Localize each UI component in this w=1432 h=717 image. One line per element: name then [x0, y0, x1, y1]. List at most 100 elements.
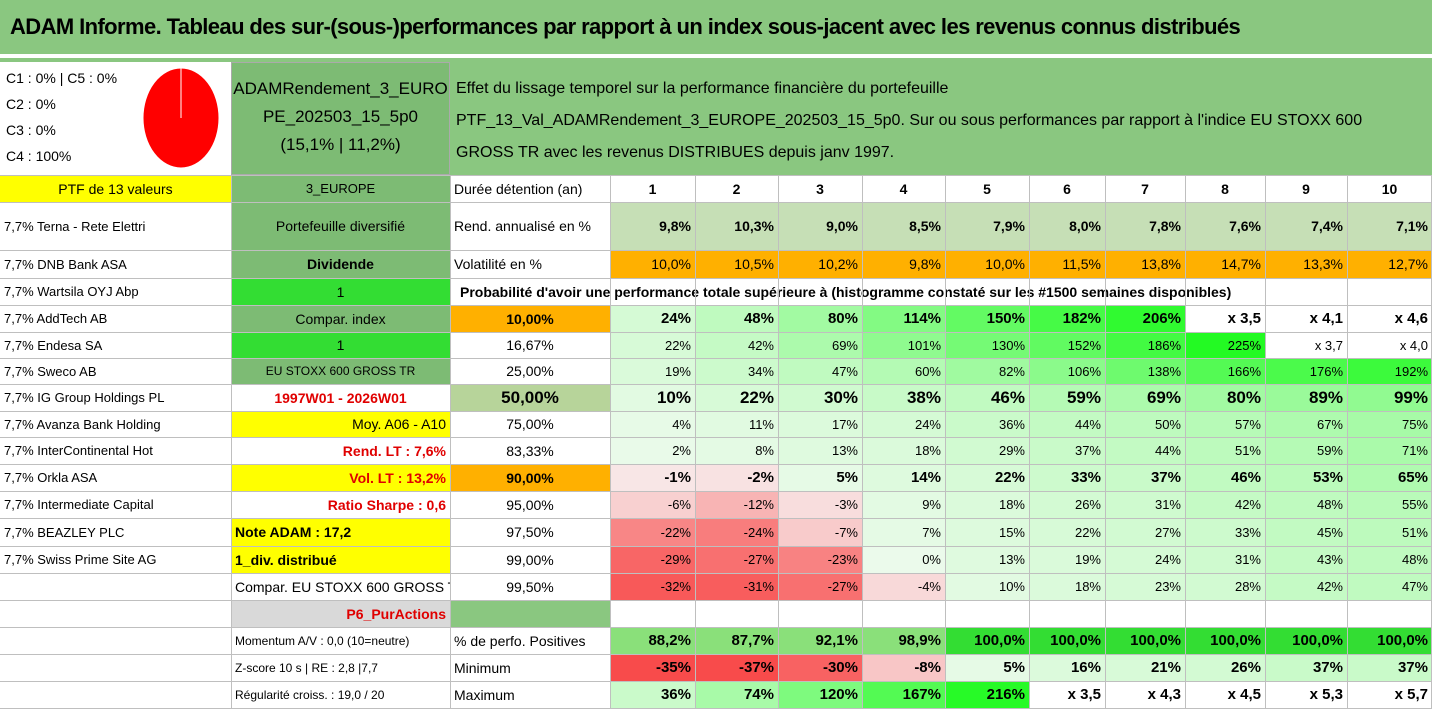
- probability-value: 19%: [610, 358, 695, 384]
- vol-value: 13,8%: [1105, 250, 1185, 278]
- probability-value: 18%: [945, 491, 1029, 518]
- probability-value: -23%: [778, 546, 862, 573]
- probability-value: 15%: [945, 518, 1029, 546]
- probability-value: 28%: [1185, 573, 1265, 600]
- probability-value: 13%: [778, 437, 862, 464]
- probability-value: -4%: [862, 573, 945, 600]
- grid-line: [0, 654, 1432, 655]
- holding-row: 7,7% DNB Bank ASA: [4, 256, 127, 272]
- probability-level: 99,50%: [450, 573, 610, 600]
- portfolio-name-line: PE_202503_15_5p0: [262, 106, 419, 126]
- grid-line: [0, 464, 1432, 465]
- rend-value: 7,9%: [945, 202, 1029, 250]
- probability-value: 192%: [1347, 358, 1432, 384]
- probability-value: 47%: [778, 358, 862, 384]
- probability-level: 16,67%: [450, 332, 610, 358]
- probability-value: 42%: [1265, 573, 1347, 600]
- holding-row: 7,7% Intermediate Capital: [4, 497, 154, 512]
- probability-value: 106%: [1029, 358, 1105, 384]
- pos-value: 88,2%: [610, 627, 695, 654]
- vol-value: 10,0%: [945, 250, 1029, 278]
- min-value: 26%: [1185, 654, 1265, 681]
- min-value: -30%: [778, 654, 862, 681]
- probability-value: 9%: [862, 491, 945, 518]
- probability-value: 42%: [1185, 491, 1265, 518]
- grid-line: [0, 437, 1432, 438]
- probability-value: 10%: [945, 573, 1029, 600]
- probability-value: 38%: [862, 384, 945, 411]
- probability-value: 51%: [1347, 518, 1432, 546]
- pos-value: 100,0%: [1347, 627, 1432, 654]
- probability-value: 33%: [1029, 464, 1105, 491]
- indicator-cell: Momentum A/V : 0,0 (10=neutre): [235, 633, 410, 648]
- probability-value: 7%: [862, 518, 945, 546]
- holding-row: 7,7% BEAZLEY PLC: [4, 524, 125, 540]
- year-header: 8: [1221, 180, 1229, 197]
- grid-line: [0, 708, 1432, 709]
- report-title: ADAM Informe. Tableau des sur-(sous-)per…: [10, 14, 1241, 39]
- vol-value: 10,2%: [778, 250, 862, 278]
- probability-value: 55%: [1347, 491, 1432, 518]
- probability-value: 48%: [1347, 546, 1432, 573]
- pie-legend-line: C3 : 0%: [6, 122, 56, 138]
- rend-value: 9,8%: [610, 202, 695, 250]
- probability-level: 83,33%: [450, 437, 610, 464]
- grid-line: [0, 546, 1432, 547]
- pos-value: 100,0%: [1105, 627, 1185, 654]
- side-info-cell: Compar. index: [231, 305, 450, 332]
- min-value: 5%: [945, 654, 1029, 681]
- vol-value: 14,7%: [1185, 250, 1265, 278]
- side-info-cell: Rend. LT : 7,6%: [342, 442, 446, 459]
- pos-value: 100,0%: [945, 627, 1029, 654]
- probability-value: -29%: [610, 546, 695, 573]
- holding-row: 7,7% Avanza Bank Holding: [4, 416, 161, 432]
- probability-value: 27%: [1105, 518, 1185, 546]
- probability-level: 99,00%: [450, 546, 610, 573]
- min-value: 16%: [1029, 654, 1105, 681]
- probability-value: 89%: [1265, 384, 1347, 411]
- probability-value: 75%: [1347, 411, 1432, 437]
- year-header: 6: [1063, 180, 1071, 197]
- probability-value: 69%: [778, 332, 862, 358]
- probability-value: 0%: [862, 546, 945, 573]
- side-info-cell: 1: [231, 332, 450, 358]
- probability-value: 186%: [1105, 332, 1185, 358]
- probability-value: 24%: [610, 305, 695, 332]
- max-value: x 4,3: [1105, 681, 1185, 708]
- duration-header: Durée détention (an): [454, 180, 583, 197]
- probability-value: 23%: [1105, 573, 1185, 600]
- probability-value: 176%: [1265, 358, 1347, 384]
- probability-value: 80%: [1185, 384, 1265, 411]
- probability-value: -3%: [778, 491, 862, 518]
- min-value: -37%: [695, 654, 778, 681]
- indicator-cell: Régularité croiss. : 19,0 / 20: [235, 687, 385, 702]
- rend-label: Rend. annualisé en %: [454, 218, 591, 234]
- probability-value: 37%: [1105, 464, 1185, 491]
- grid-line: [610, 175, 611, 708]
- rend-value: 7,4%: [1265, 202, 1347, 250]
- vol-value: 13,3%: [1265, 250, 1347, 278]
- rend-value: 8,5%: [862, 202, 945, 250]
- probability-value: -31%: [695, 573, 778, 600]
- max-value: 167%: [862, 681, 945, 708]
- pos-value: 100,0%: [1029, 627, 1105, 654]
- probability-value: -2%: [695, 464, 778, 491]
- side-info-cell: 1997W01 - 2026W01: [274, 389, 407, 406]
- probability-value: 206%: [1105, 305, 1185, 332]
- probability-value: 17%: [778, 411, 862, 437]
- probability-value: 34%: [695, 358, 778, 384]
- probability-value: 22%: [610, 332, 695, 358]
- probability-value: 59%: [1029, 384, 1105, 411]
- description-line: Effet du lissage temporel sur la perform…: [456, 80, 949, 97]
- probability-value: 22%: [945, 464, 1029, 491]
- probability-value: -7%: [778, 518, 862, 546]
- side-info-cell: Vol. LT : 13,2%: [231, 464, 450, 491]
- side-info-cell: Portefeuille diversifié: [231, 202, 450, 250]
- probability-value: -22%: [610, 518, 695, 546]
- grid-line: [450, 175, 451, 708]
- vol-value: 12,7%: [1347, 250, 1432, 278]
- probability-value: 11%: [695, 411, 778, 437]
- probability-value: 19%: [1029, 546, 1105, 573]
- probability-level: 97,50%: [450, 518, 610, 546]
